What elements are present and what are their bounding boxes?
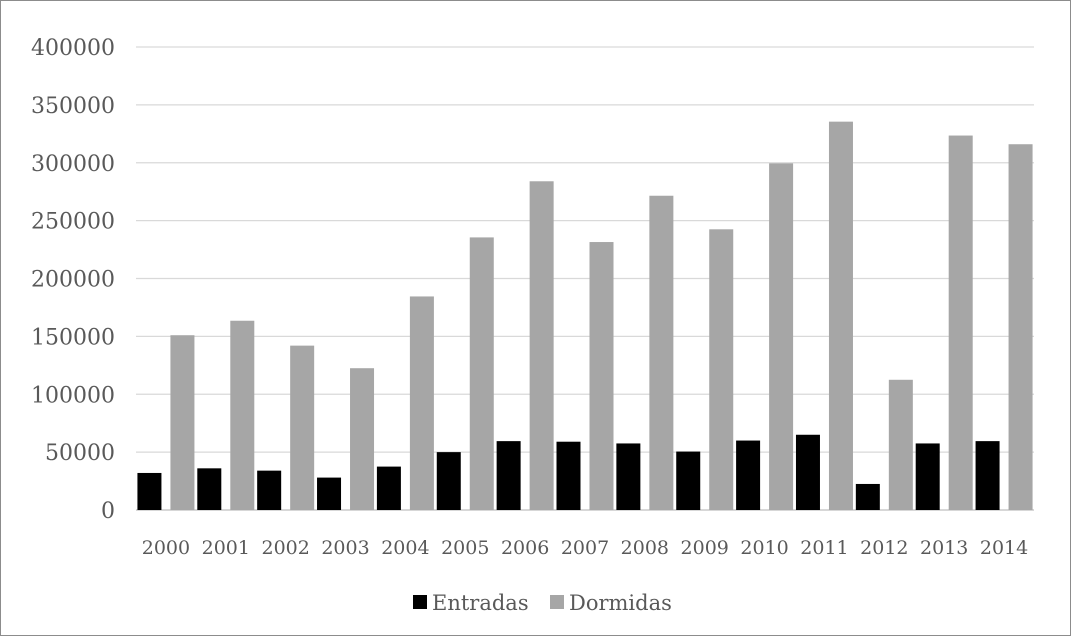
legend-swatch-entradas bbox=[413, 595, 427, 609]
bar-dormidas-2002 bbox=[290, 345, 315, 510]
bar-entradas-2005 bbox=[436, 452, 461, 510]
x-tick-label: 2005 bbox=[441, 537, 489, 559]
y-tick-label: 0 bbox=[101, 499, 115, 524]
x-axis-ticks: 2000 2001 2002 2003 2004 2005 2006 2007 2008 2009… bbox=[142, 537, 1028, 559]
x-tick-label: 2000 bbox=[142, 537, 190, 559]
bar-entradas-2014 bbox=[975, 441, 1000, 510]
bar-dormidas-2008 bbox=[649, 195, 674, 510]
x-tick-label: 2003 bbox=[321, 537, 369, 559]
x-tick-label: 2001 bbox=[202, 537, 250, 559]
y-tick-label: 150000 bbox=[31, 325, 115, 350]
legend-label-entradas: Entradas bbox=[432, 591, 529, 615]
bar-entradas-2003 bbox=[317, 477, 342, 510]
y-tick-label: 200000 bbox=[31, 268, 115, 293]
bar-dormidas-2006 bbox=[529, 181, 554, 510]
bar-entradas-2009 bbox=[676, 451, 701, 510]
y-tick-label: 300000 bbox=[31, 152, 115, 177]
bar-dormidas-2000 bbox=[170, 335, 195, 510]
x-tick-label: 2014 bbox=[980, 537, 1028, 559]
legend: Entradas Dormidas bbox=[413, 591, 672, 615]
y-tick-label: 50000 bbox=[45, 441, 115, 466]
bar-dormidas-2005 bbox=[469, 237, 494, 510]
x-tick-label: 2009 bbox=[681, 537, 729, 559]
x-tick-label: 2004 bbox=[381, 537, 429, 559]
y-tick-label: 400000 bbox=[31, 36, 115, 61]
x-tick-label: 2008 bbox=[621, 537, 669, 559]
x-tick-label: 2012 bbox=[860, 537, 908, 559]
x-tick-label: 2006 bbox=[501, 537, 549, 559]
bars bbox=[137, 121, 1033, 511]
bar-dormidas-2010 bbox=[769, 163, 794, 511]
y-tick-label: 350000 bbox=[31, 94, 115, 119]
y-tick-label: 100000 bbox=[31, 383, 115, 408]
bar-dormidas-2011 bbox=[828, 121, 853, 510]
bar-dormidas-2012 bbox=[888, 379, 913, 510]
legend-swatch-dormidas bbox=[550, 595, 564, 609]
bar-entradas-2006 bbox=[496, 441, 521, 510]
x-tick-label: 2011 bbox=[800, 537, 848, 559]
bar-entradas-2001 bbox=[197, 468, 222, 510]
legend-label-dormidas: Dormidas bbox=[569, 591, 672, 615]
y-tick-label: 250000 bbox=[31, 210, 115, 235]
x-tick-label: 2007 bbox=[561, 537, 609, 559]
bar-dormidas-2003 bbox=[350, 368, 375, 510]
bar-dormidas-2014 bbox=[1008, 144, 1033, 511]
y-axis-ticks: 0 50000 100000 150000 200000 250000 300000 3500… bbox=[31, 36, 115, 524]
gridlines bbox=[136, 46, 1034, 511]
bar-entradas-2000 bbox=[137, 472, 162, 510]
bar-entradas-2004 bbox=[376, 466, 401, 510]
bar-dormidas-2013 bbox=[948, 135, 973, 510]
bar-entradas-2012 bbox=[855, 483, 880, 510]
x-tick-label: 2013 bbox=[920, 537, 968, 559]
bar-entradas-2013 bbox=[915, 443, 940, 510]
bar-entradas-2007 bbox=[556, 441, 581, 510]
bar-entradas-2002 bbox=[257, 470, 282, 510]
x-tick-label: 2002 bbox=[261, 537, 309, 559]
bar-dormidas-2004 bbox=[409, 296, 434, 510]
bar-entradas-2008 bbox=[616, 443, 641, 510]
bar-dormidas-2007 bbox=[589, 242, 614, 510]
bar-entradas-2011 bbox=[795, 434, 820, 510]
x-tick-label: 2010 bbox=[740, 537, 788, 559]
bar-dormidas-2009 bbox=[709, 229, 734, 510]
bar-entradas-2010 bbox=[736, 440, 761, 510]
bar-dormidas-2001 bbox=[230, 320, 255, 510]
